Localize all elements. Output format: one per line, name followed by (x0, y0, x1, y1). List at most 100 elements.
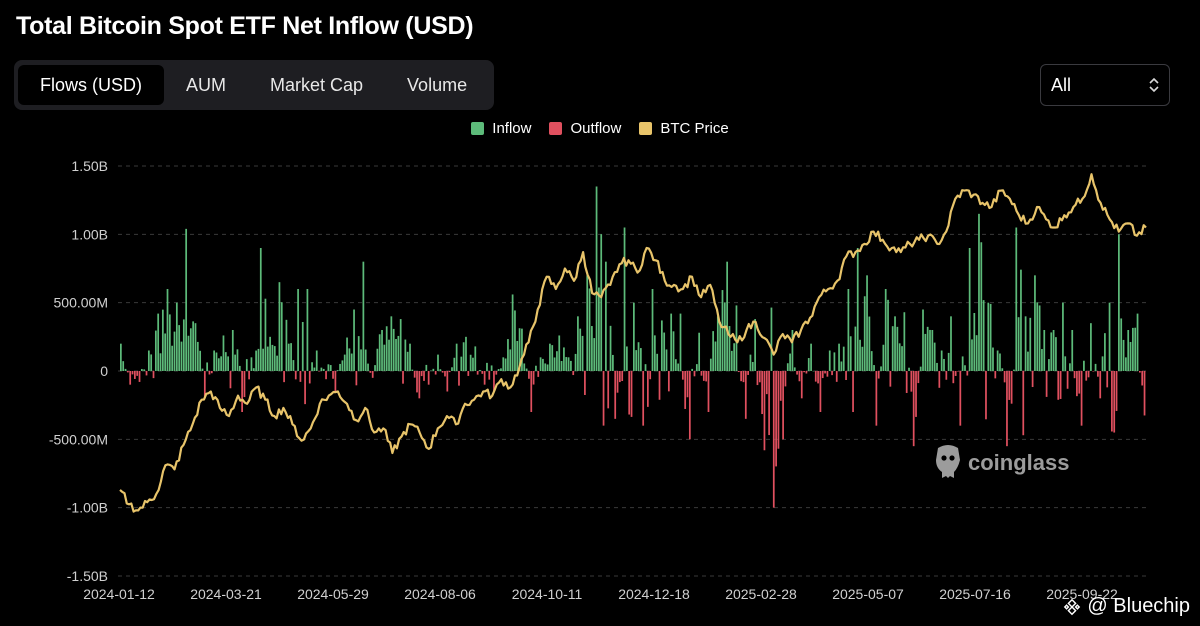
outflow-bar (138, 371, 141, 382)
inflow-bar (749, 354, 752, 371)
inflow-bar (609, 325, 612, 371)
inflow-bar (397, 335, 400, 371)
watermark: coinglass (936, 445, 1069, 478)
inflow-bar (633, 302, 635, 371)
outflow-bar (945, 371, 948, 380)
outflow-bar (1087, 371, 1090, 378)
outflow-bar (798, 371, 801, 382)
inflow-bar (147, 350, 150, 371)
outflow-bar (607, 371, 610, 409)
inflow-bar (989, 303, 992, 371)
inflow-bar (971, 339, 973, 371)
inflow-bar (511, 294, 514, 371)
metric-tabs: Flows (USD) AUM Market Cap Volume (14, 60, 494, 110)
outflow-bar (1078, 371, 1081, 394)
outflow-bar (831, 371, 833, 376)
inflow-bar (1118, 234, 1120, 371)
outflow-bar (824, 371, 826, 374)
inflow-bar (922, 309, 924, 371)
inflow-bar (346, 337, 348, 371)
inflow-bar (891, 326, 894, 371)
outflow-bar (1073, 371, 1076, 379)
x-tick-label: 2025-05-07 (832, 586, 904, 602)
tab-market-cap[interactable]: Market Cap (270, 75, 364, 95)
inflow-bar (940, 350, 943, 371)
x-tick-label: 2024-08-06 (404, 586, 476, 602)
inflow-bar (588, 288, 591, 371)
inflow-bar (598, 287, 600, 371)
outflow-bar (418, 371, 421, 399)
tab-volume[interactable]: Volume (407, 75, 468, 95)
inflow-bar (336, 370, 339, 371)
inflow-bar (791, 330, 794, 371)
outflow-bar (646, 371, 649, 407)
outflow-bar (740, 371, 742, 382)
inflow-bar (1104, 333, 1106, 371)
inflow-bar (854, 326, 857, 371)
inflow-bar (367, 363, 369, 371)
tab-flows[interactable]: Flows (USD) (18, 65, 164, 105)
outflow-bar (483, 371, 486, 385)
inflow-bar (269, 336, 271, 371)
outflow-bar (803, 371, 805, 373)
inflow-bar (348, 348, 351, 371)
inflow-bar (637, 342, 640, 371)
outflow-bar (763, 371, 766, 451)
y-tick-label: 500.00M (54, 295, 108, 311)
inflow-bar (1048, 359, 1050, 371)
legend-item-btc-price[interactable]: BTC Price (639, 120, 729, 137)
outflow-bar (1010, 371, 1013, 404)
inflow-bar (933, 342, 936, 371)
range-select[interactable]: All (1040, 64, 1170, 106)
inflow-bar (1001, 368, 1004, 371)
inflow-bar (1027, 351, 1029, 371)
inflow-bar (716, 316, 719, 371)
outflow-bar (467, 371, 470, 376)
inflow-bar (390, 316, 393, 371)
y-tick-label: -500.00M (49, 431, 108, 447)
inflow-bar (903, 312, 906, 371)
inflow-bar (1064, 356, 1067, 371)
inflow-bar (341, 360, 344, 371)
inflow-bar (479, 369, 481, 371)
inflow-bar (1043, 330, 1046, 371)
inflow-bar (730, 350, 733, 371)
inflow-bar (374, 365, 376, 371)
outflow-bar (1057, 371, 1060, 400)
inflow-bar (350, 353, 353, 371)
inflow-bar (898, 343, 901, 371)
y-tick-label: 1.00B (71, 226, 108, 242)
inflow-bar (451, 367, 453, 371)
outflow-bar (416, 371, 418, 393)
inflow-bar (987, 302, 990, 371)
inflow-bar (124, 368, 127, 371)
legend-label-inflow: Inflow (492, 120, 532, 137)
x-tick-label: 2025-02-28 (725, 586, 797, 602)
legend-label-outflow: Outflow (570, 120, 622, 137)
legend-item-outflow[interactable]: Outflow (549, 120, 621, 137)
inflow-bar (311, 362, 313, 371)
outflow-bar (369, 371, 372, 373)
outflow-bar (133, 371, 136, 379)
x-tick-label: 2024-10-11 (512, 586, 583, 602)
watermark-text: coinglass (968, 450, 1069, 475)
inflow-bar (199, 350, 202, 371)
inflow-bar (523, 363, 526, 371)
outflow-bar (959, 371, 962, 426)
outflow-bar (427, 371, 430, 385)
inflow-bar (581, 335, 584, 371)
inflow-bar (166, 289, 169, 371)
inflow-bar (812, 370, 815, 372)
legend-item-inflow[interactable]: Inflow (471, 120, 531, 137)
inflow-bar (793, 367, 796, 371)
x-tick-label: 2024-12-18 (618, 586, 690, 602)
inflow-bar (810, 343, 812, 371)
outflow-bar (299, 371, 302, 382)
inflow-bar (549, 343, 551, 371)
inflow-bar (1029, 317, 1032, 371)
tab-aum[interactable]: AUM (186, 75, 226, 95)
inflow-bar (908, 367, 910, 371)
inflow-bar (1017, 317, 1020, 371)
inflow-bar (968, 248, 971, 371)
inflow-bar (320, 367, 323, 371)
